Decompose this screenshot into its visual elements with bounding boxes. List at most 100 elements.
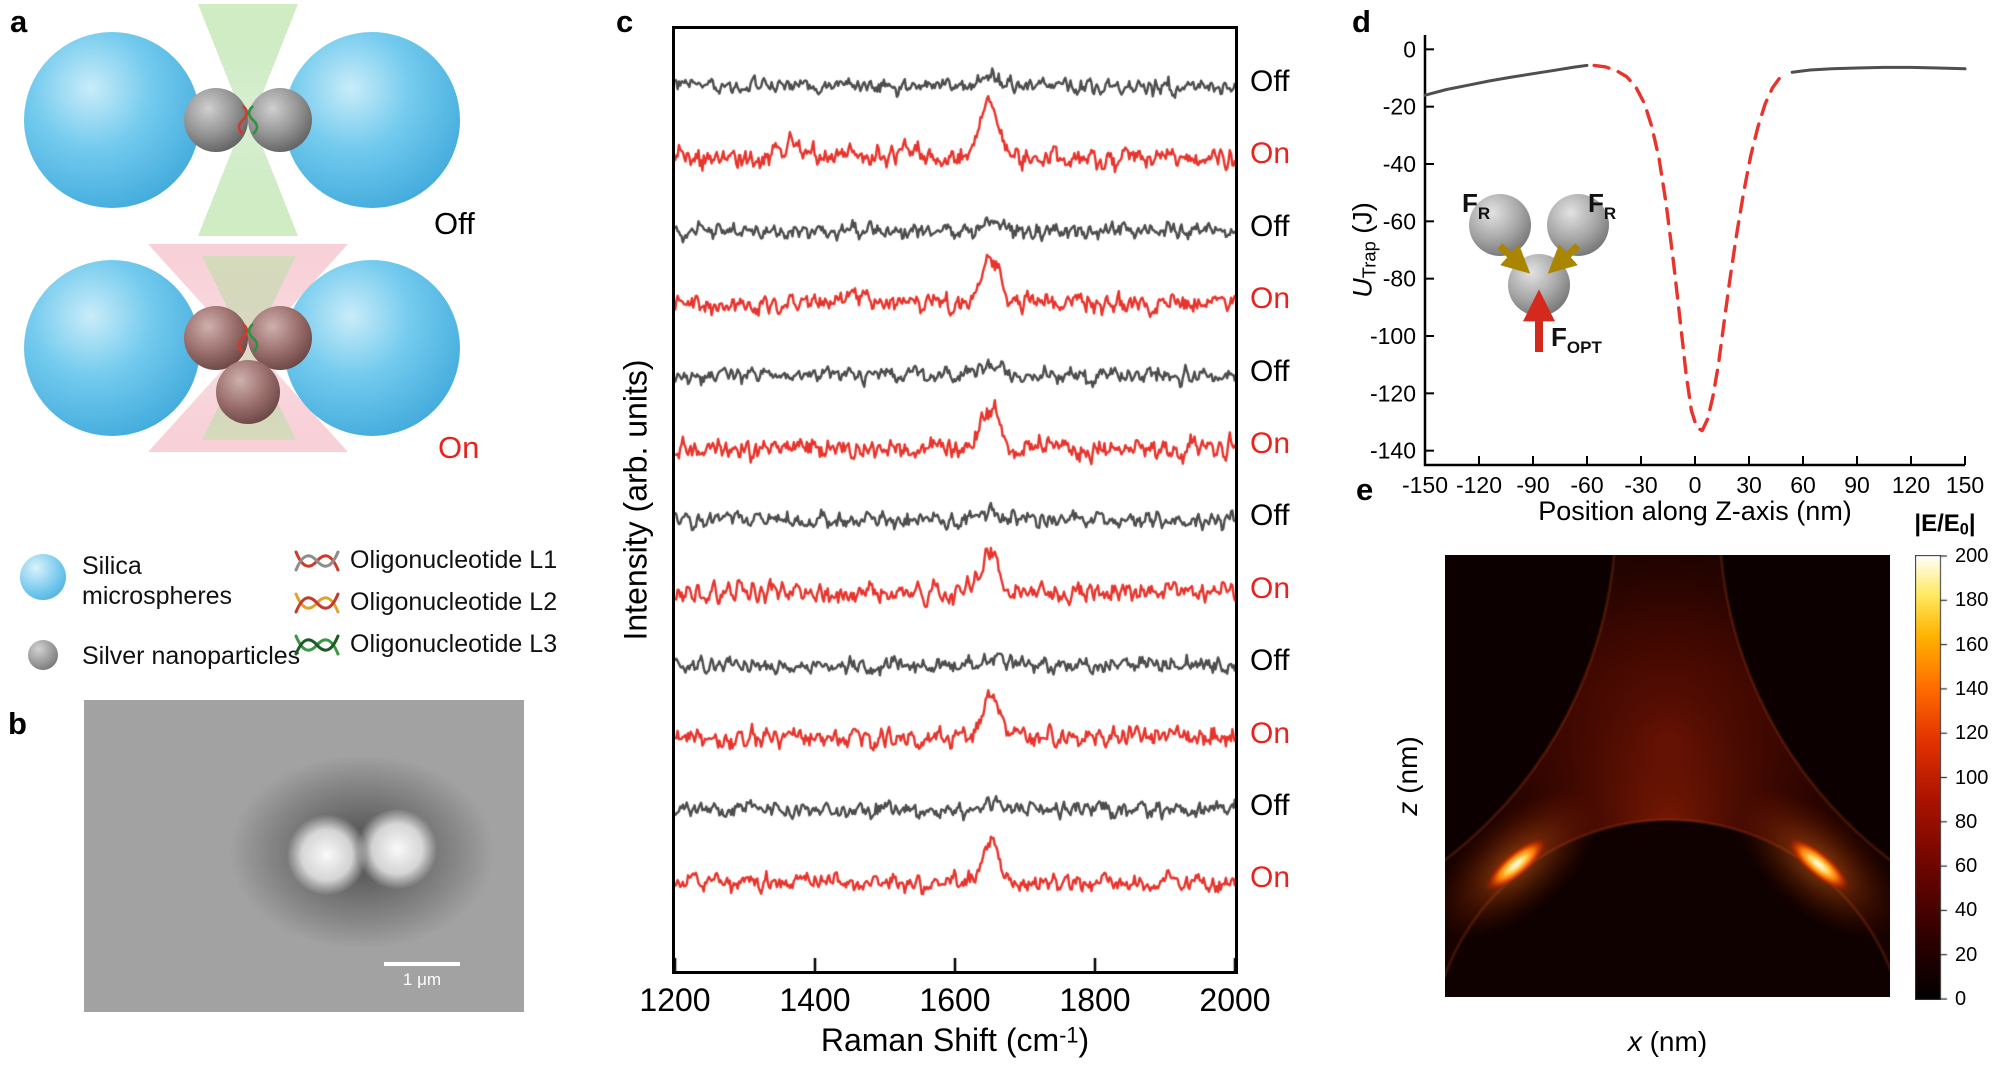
trap-x-axis-label: Position along Z-axis (nm) bbox=[1538, 496, 1852, 526]
raman-x-tick-label: 1400 bbox=[779, 982, 851, 1018]
trap-x-tick-label: -90 bbox=[1516, 472, 1549, 498]
trace-state-label-off: Off bbox=[1250, 65, 1290, 98]
trap-x-tick-label: -60 bbox=[1570, 472, 1603, 498]
colorbar bbox=[1915, 555, 1949, 1000]
oligo-l3-label: Oligonucleotide L3 bbox=[350, 630, 558, 658]
silica-sphere bbox=[24, 260, 200, 436]
trace-state-label-off: Off bbox=[1250, 789, 1290, 822]
silver-nanoparticle bbox=[216, 360, 280, 424]
trap-potential-plot: -150 -120 -90 -60 -30 0 30 60 90 120 150 0 -20 -40 -60… bbox=[1370, 35, 1984, 498]
off-state-schematic bbox=[24, 4, 460, 236]
scale-bar bbox=[384, 962, 460, 966]
heatmap-y-label-var: z bbox=[1392, 801, 1423, 816]
panel-label-c: c bbox=[616, 4, 634, 39]
trap-y-tick-label: -80 bbox=[1383, 266, 1416, 292]
silver-nanoparticle bbox=[248, 88, 312, 152]
silica-sphere bbox=[284, 260, 460, 436]
dna-linker-icon bbox=[237, 323, 259, 353]
trap-potential-curve-dashed bbox=[1592, 63, 1789, 433]
trap-y-tick-label: -120 bbox=[1370, 380, 1416, 406]
heatmap-x-axis-label: x (nm) bbox=[1445, 1026, 1890, 1058]
trace-state-label-on: On bbox=[1250, 427, 1291, 460]
scale-bar-label: 1 μm bbox=[402, 970, 442, 989]
raman-x-axis-ticks: 1200 1400 1600 1800 2000 bbox=[639, 982, 1270, 1022]
trap-x-tick-label: -150 bbox=[1402, 472, 1448, 498]
on-state-schematic bbox=[24, 244, 460, 452]
trap-x-tick-label: 90 bbox=[1844, 472, 1870, 498]
raman-spectra-canvas bbox=[675, 29, 1235, 971]
off-state-label: Off bbox=[434, 206, 475, 241]
restoring-force-arrow-left bbox=[1497, 243, 1531, 274]
silica-sphere bbox=[24, 32, 200, 208]
trace-state-label-off: Off bbox=[1250, 354, 1290, 388]
trap-y-tick-label: -60 bbox=[1383, 208, 1416, 234]
oligonucleotide-l1-helix-icon bbox=[294, 550, 340, 571]
heatmap-y-label-unit: (nm) bbox=[1392, 736, 1423, 802]
colorbar-tick-label: 200 bbox=[1955, 545, 1989, 567]
field-enhancement-panel: z (nm) x (nm) |E/E0| 0 20 40 60 80 100 120 140 1… bbox=[1350, 470, 2003, 1071]
colorbar-title-sub: 0 bbox=[1959, 520, 1969, 539]
force-diagram-inset: FR FR FOPT bbox=[1462, 188, 1616, 357]
silica-legend-line2: microspheres bbox=[82, 581, 233, 610]
raman-x-tick-label: 2000 bbox=[1199, 982, 1271, 1018]
trap-y-label-unit: (J) bbox=[1347, 202, 1378, 242]
trace-state-label-on: On bbox=[1250, 571, 1291, 605]
raman-x-tick-label: 1600 bbox=[919, 982, 991, 1018]
legend-row-oligo-l2: Oligonucleotide L2 bbox=[294, 588, 557, 617]
brightfield-micrograph bbox=[84, 700, 524, 1012]
silica-legend-dot bbox=[20, 554, 66, 600]
colorbar-tick-label: 160 bbox=[1955, 633, 1989, 656]
trap-y-tick-label: 0 bbox=[1403, 36, 1416, 62]
trap-x-tick-label: 30 bbox=[1736, 472, 1762, 498]
silica-legend-line1: Silica bbox=[82, 552, 142, 580]
panel-label-d: d bbox=[1352, 4, 1371, 39]
trap-y-label-var: U bbox=[1347, 278, 1378, 298]
raman-x-label-pre: Raman Shift (cm bbox=[820, 1022, 1060, 1058]
colorbar-tick-label: 100 bbox=[1955, 766, 1989, 789]
colorbar-tick-labels: 0 20 40 60 80 100 120 140 160 180 200 bbox=[1955, 545, 2003, 1010]
trap-potential-curve-solid bbox=[1423, 63, 1589, 97]
raman-x-label-sup: -1 bbox=[1059, 1022, 1079, 1048]
colorbar-tick-label: 120 bbox=[1955, 722, 1989, 745]
trace-state-label-on: On bbox=[1250, 282, 1291, 316]
trace-state-labels: Off On Off On Off On Off On Off On Off On bbox=[1250, 29, 1340, 979]
panel-label-a: a bbox=[10, 4, 28, 39]
colorbar-tick-label: 80 bbox=[1955, 810, 1978, 833]
colorbar-tick-label: 40 bbox=[1955, 899, 1978, 922]
optical-force-label: FOPT bbox=[1551, 322, 1602, 357]
trap-potential-curve-solid bbox=[1790, 65, 1967, 74]
trap-y-tick-label: -140 bbox=[1370, 438, 1416, 464]
colorbar-tick-label: 0 bbox=[1955, 988, 1967, 1010]
trace-state-label-off: Off bbox=[1250, 499, 1290, 533]
assembly-schematic bbox=[24, 4, 460, 452]
trace-state-label-off: Off bbox=[1250, 644, 1290, 678]
legend-row-oligo-l3: Oligonucleotide L3 bbox=[294, 630, 557, 659]
on-state-label: On bbox=[438, 430, 480, 465]
raman-x-axis-label: Raman Shift (cm-1) bbox=[672, 1022, 1238, 1059]
restoring-force-label-left: FR bbox=[1462, 188, 1490, 223]
legend-row-oligo-l1: Oligonucleotide L1 bbox=[294, 546, 557, 575]
trap-x-tick-label: 120 bbox=[1892, 472, 1930, 498]
trace-state-label-on: On bbox=[1250, 137, 1291, 171]
trace-state-label-on: On bbox=[1250, 861, 1291, 895]
restoring-force-label-right: FR bbox=[1588, 188, 1616, 223]
trap-x-tick-label: 60 bbox=[1790, 472, 1816, 498]
trap-x-tick-label: -30 bbox=[1624, 472, 1657, 498]
field-enhancement-heatmap bbox=[1445, 555, 1890, 997]
oligonucleotide-l3-helix-icon bbox=[294, 634, 340, 655]
raman-x-tick-label: 1200 bbox=[639, 982, 711, 1018]
restoring-force-arrow-right bbox=[1547, 243, 1581, 274]
panel-label-e: e bbox=[1356, 472, 1374, 507]
oligo-l2-label: Oligonucleotide L2 bbox=[350, 588, 558, 616]
trap-x-tick-label: -120 bbox=[1456, 472, 1502, 498]
trap-y-tick-label: -100 bbox=[1370, 323, 1416, 349]
colorbar-tick-label: 60 bbox=[1955, 855, 1978, 878]
colorbar-tick-label: 20 bbox=[1955, 943, 1978, 966]
silver-legend-dot bbox=[28, 640, 58, 670]
panel-label-b: b bbox=[8, 706, 27, 741]
oligo-l1-label: Oligonucleotide L1 bbox=[350, 546, 558, 574]
raman-plot-frame bbox=[672, 26, 1238, 974]
colorbar-tick-label: 180 bbox=[1955, 589, 1989, 612]
raman-y-axis-label: Intensity (arb. units) bbox=[617, 359, 654, 641]
